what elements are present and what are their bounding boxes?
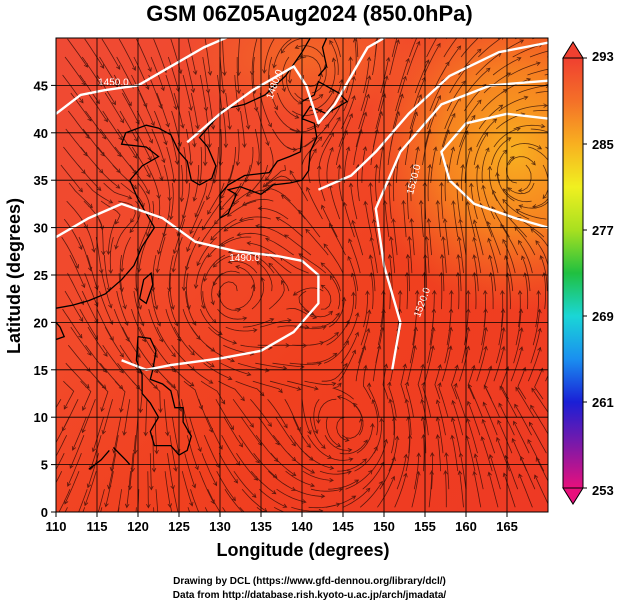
- coastline: [88, 449, 110, 470]
- y-tick-label: 0: [41, 505, 48, 520]
- coastline: [301, 80, 349, 119]
- colorbar-tick-label: 285: [592, 137, 614, 152]
- colorbar-tick-label: 277: [592, 223, 614, 238]
- colorbar-tick-label: 253: [592, 483, 614, 498]
- y-axis: 0 5 10 15 20 25 30 35 40 45: [34, 78, 56, 520]
- colorbar-scale: [562, 57, 584, 489]
- grid-lines: [56, 38, 548, 512]
- contour-label: 1450.0: [98, 77, 129, 88]
- colorbar-max-arrow: [562, 41, 584, 59]
- wind-streamlines: [56, 38, 548, 512]
- coastline: [135, 335, 193, 456]
- x-tick-label: 125: [168, 519, 190, 534]
- contour-line: [440, 112, 548, 229]
- colorbar-tick-label: 261: [592, 395, 614, 410]
- y-tick-label: 15: [34, 363, 48, 378]
- y-tick-label: 5: [41, 458, 48, 473]
- x-tick-label: 115: [87, 519, 108, 534]
- coastline: [317, 38, 328, 77]
- x-tick-label: 145: [332, 519, 354, 534]
- x-tick-label: 165: [496, 519, 518, 534]
- contour-label: 1490.0: [229, 253, 260, 264]
- contour-line: [317, 41, 548, 191]
- y-tick-label: 30: [34, 221, 48, 236]
- x-tick-label: 155: [414, 519, 436, 534]
- credit-data: Data from http://database.rish.kyoto-u.a…: [172, 590, 447, 601]
- colorbar-tick-label: 269: [592, 309, 614, 324]
- x-axis-label: Longitude (degrees): [216, 540, 389, 560]
- x-tick-label: 130: [209, 519, 231, 534]
- y-tick-label: 45: [34, 78, 48, 93]
- colorbar-min-arrow: [562, 487, 584, 505]
- colorbar-tick-label: 293: [592, 49, 614, 64]
- x-tick-label: 140: [291, 519, 313, 534]
- y-tick-label: 25: [34, 268, 48, 283]
- y-tick-label: 20: [34, 315, 48, 330]
- x-tick-label: 160: [455, 519, 477, 534]
- contour-line: [56, 202, 320, 371]
- coastline: [138, 271, 154, 305]
- x-tick-label: 135: [250, 519, 272, 534]
- coastline: [56, 321, 66, 341]
- x-axis: 110 115 120 125 130 135 140 145 150 155 160 165: [46, 512, 518, 534]
- x-tick-label: 110: [46, 519, 67, 534]
- chart-title: GSM 06Z05Aug2024 (850.0hPa): [146, 1, 473, 26]
- coastline: [112, 447, 131, 466]
- x-tick-label: 150: [373, 519, 395, 534]
- x-tick-label: 120: [127, 519, 149, 534]
- streamline-set: [56, 38, 548, 512]
- y-axis-label: Latitude (degrees): [4, 198, 24, 354]
- colorbar: 293 285 277 269 261 253: [562, 41, 614, 505]
- y-tick-label: 40: [34, 126, 48, 141]
- y-tick-label: 35: [34, 173, 48, 188]
- y-tick-label: 10: [34, 410, 48, 425]
- credit-drawing: Drawing by DCL (https://www.gfd-dennou.o…: [173, 576, 446, 587]
